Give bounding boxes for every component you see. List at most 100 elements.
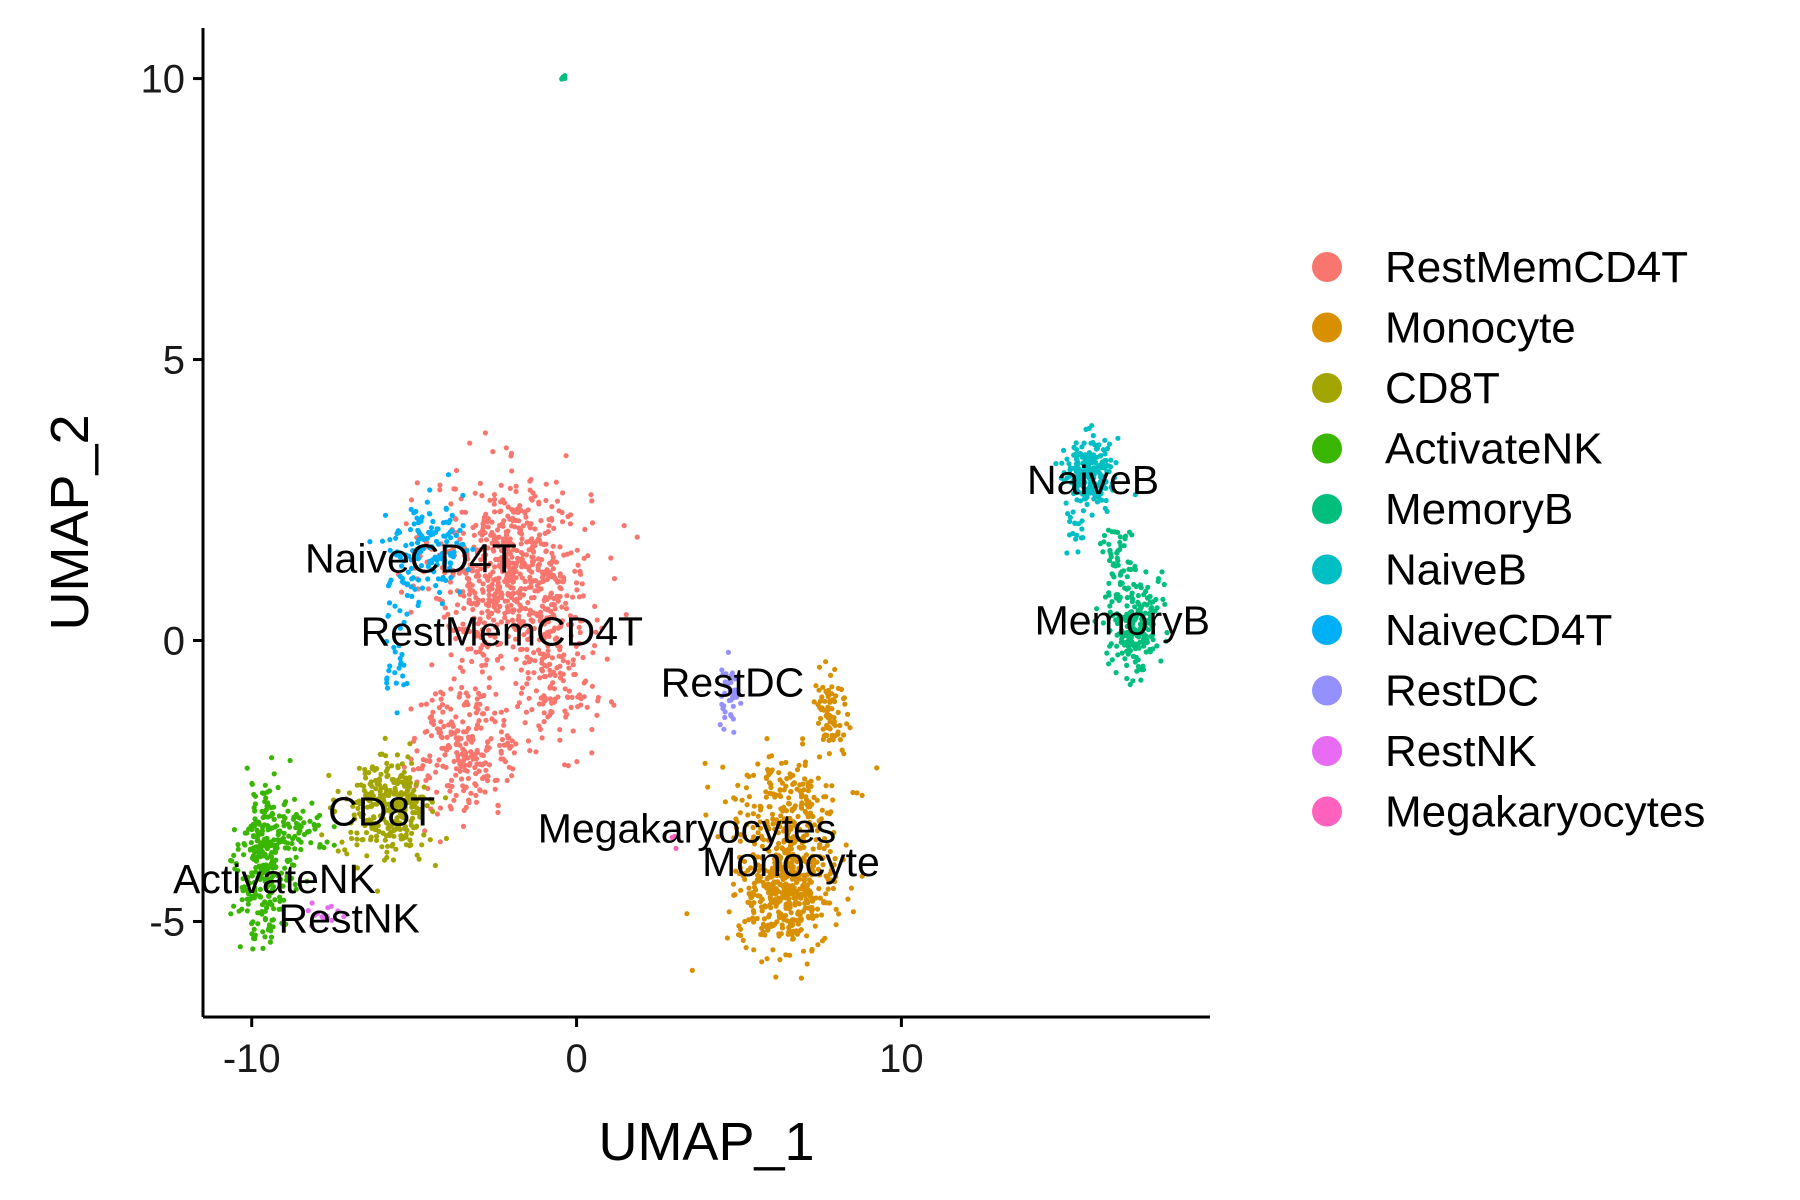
data-point [362, 822, 368, 829]
data-point [483, 747, 489, 753]
data-point [1126, 611, 1132, 617]
data-point [829, 732, 835, 739]
data-point [820, 855, 826, 861]
data-point [549, 550, 555, 556]
data-point [807, 893, 813, 899]
data-point [454, 602, 461, 608]
data-point [438, 734, 444, 740]
data-point [1163, 638, 1169, 644]
legend-swatch [1312, 615, 1342, 645]
data-point [415, 766, 421, 772]
data-point [580, 593, 586, 599]
data-point [535, 647, 542, 653]
data-point [805, 886, 811, 892]
data-point [285, 808, 291, 814]
data-point [569, 621, 575, 628]
data-point [1104, 462, 1110, 469]
data-point [464, 555, 470, 561]
data-point [479, 663, 485, 669]
data-point [460, 621, 466, 627]
data-point [481, 692, 487, 699]
data-point [339, 839, 345, 845]
data-point [761, 916, 768, 922]
data-point [470, 606, 476, 613]
data-point [349, 835, 355, 842]
data-point [563, 606, 570, 612]
data-point [787, 952, 793, 958]
data-point [1122, 656, 1128, 662]
data-point [546, 523, 552, 529]
data-point [1108, 457, 1114, 463]
data-point [570, 662, 576, 668]
data-point [808, 858, 815, 865]
data-point [551, 602, 557, 608]
data-point [589, 726, 595, 733]
data-point [526, 584, 533, 590]
data-point [806, 799, 812, 805]
data-point [751, 772, 757, 778]
data-point [566, 665, 572, 671]
data-point [1090, 439, 1096, 446]
data-point [445, 472, 452, 478]
data-point [779, 925, 786, 931]
data-point [550, 574, 556, 580]
data-point [281, 897, 287, 903]
data-point [847, 725, 853, 731]
data-point [1104, 445, 1111, 452]
series-Monocyte [684, 659, 880, 981]
data-point [476, 718, 482, 724]
data-point [456, 735, 462, 741]
data-point [755, 761, 761, 767]
data-point [806, 915, 812, 921]
data-point [467, 440, 473, 446]
data-point [1113, 460, 1119, 466]
data-point [402, 807, 408, 813]
data-point [1091, 456, 1097, 462]
data-point [555, 598, 561, 604]
data-point [520, 523, 527, 529]
data-point [521, 632, 527, 638]
data-point [795, 909, 802, 915]
data-point [791, 780, 798, 787]
data-point [566, 688, 572, 694]
data-point [804, 933, 810, 939]
data-point [459, 509, 465, 515]
data-point [462, 767, 468, 773]
data-point [1119, 636, 1125, 642]
data-point [259, 869, 265, 875]
data-point [418, 702, 424, 708]
data-point [526, 612, 532, 618]
data-point [398, 660, 404, 666]
data-point [268, 934, 275, 940]
data-point [432, 554, 438, 560]
data-point [798, 916, 804, 922]
data-point [737, 838, 744, 844]
data-point [823, 891, 829, 897]
data-point [272, 897, 278, 903]
data-point [384, 638, 390, 645]
data-point [1158, 658, 1164, 664]
data-point [423, 701, 429, 707]
data-point [281, 830, 287, 836]
data-point [481, 652, 487, 658]
data-point [1072, 520, 1078, 527]
data-point [476, 578, 482, 584]
data-point [785, 850, 791, 856]
data-point [550, 554, 556, 560]
data-point [545, 648, 551, 654]
data-point [541, 719, 547, 725]
data-point [1090, 465, 1096, 471]
data-point [813, 683, 819, 689]
data-point [239, 897, 245, 903]
data-point [1072, 451, 1078, 458]
data-point [292, 846, 298, 852]
data-point [460, 530, 466, 536]
data-point [329, 917, 335, 923]
data-point [545, 643, 551, 649]
data-point [467, 562, 473, 568]
data-point [800, 948, 807, 954]
data-point [466, 591, 473, 597]
data-point [473, 792, 479, 799]
data-point [790, 936, 796, 942]
data-point [1108, 554, 1114, 560]
